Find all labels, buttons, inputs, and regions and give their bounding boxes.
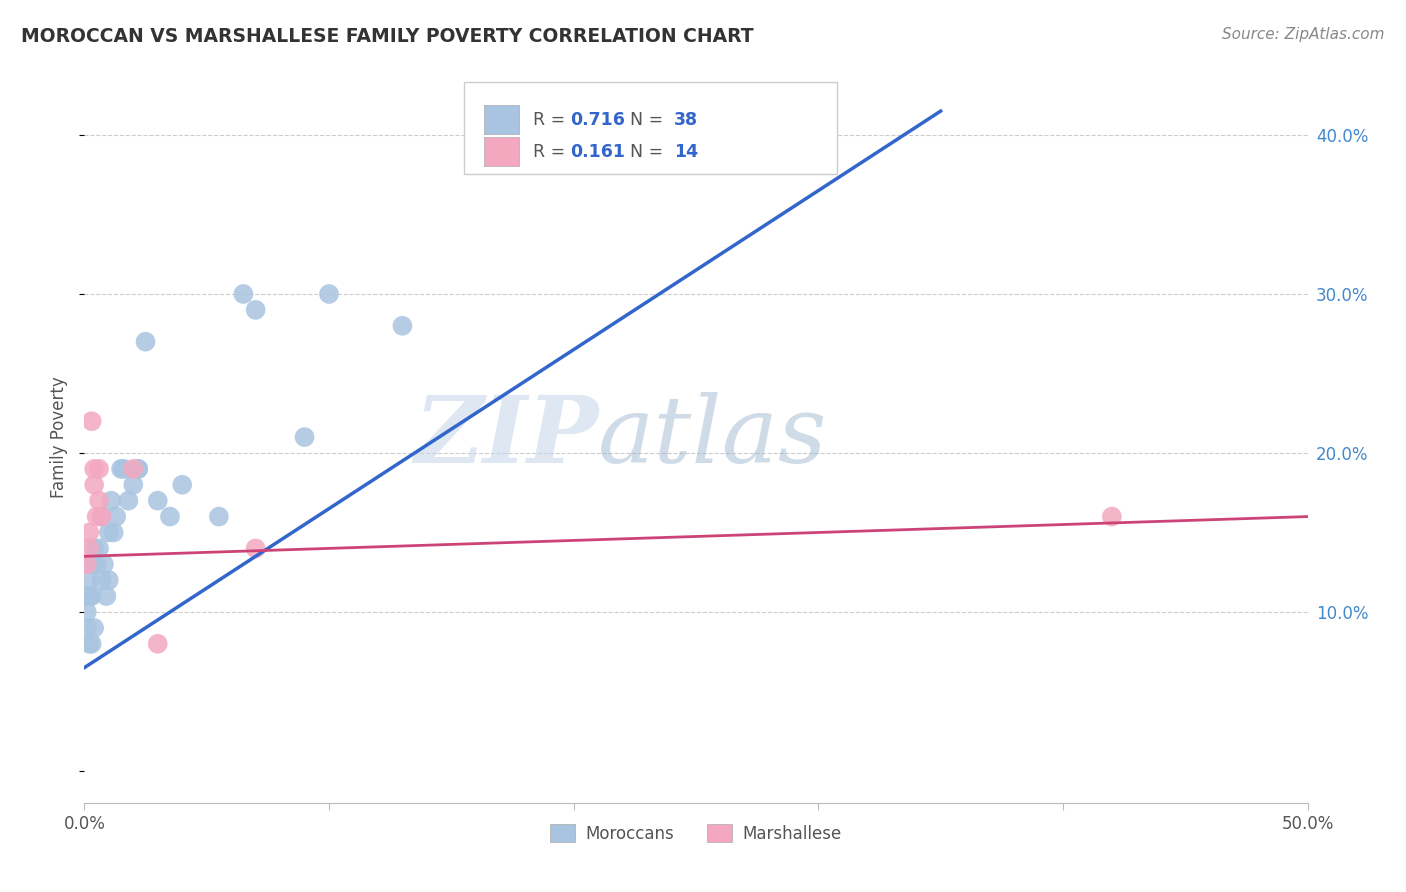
Point [80,589,103,603]
Text: ZIP: ZIP [413,392,598,482]
Text: atlas: atlas [598,392,828,482]
Point [77,637,100,651]
Point [87,493,110,508]
Point [83,477,105,491]
Point [83,621,105,635]
Point [77,525,100,540]
Point [127,462,149,476]
Point [146,493,169,508]
Point [77,573,100,587]
Text: 38: 38 [673,111,697,128]
Point [112,462,135,476]
Point [93,558,115,572]
FancyBboxPatch shape [464,82,837,174]
Point [105,509,128,524]
Text: N =: N = [619,143,669,161]
Point [83,541,105,556]
FancyBboxPatch shape [484,137,519,166]
Point [97,573,120,587]
Text: R =: R = [533,111,571,128]
Text: N =: N = [619,111,669,128]
Point [80,637,103,651]
Point [122,462,145,476]
Point [1101,509,1123,524]
Point [117,493,139,508]
Point [127,462,149,476]
Point [76,621,98,635]
Point [318,287,340,301]
Point [97,525,120,540]
Point [76,605,98,619]
Y-axis label: Family Poverty: Family Poverty [51,376,69,498]
Point [77,589,100,603]
Point [103,525,125,540]
Point [77,541,100,556]
Legend: Moroccans, Marshallese: Moroccans, Marshallese [544,818,848,849]
Point [208,509,231,524]
Point [87,462,110,476]
Text: R =: R = [533,143,571,161]
Point [172,477,194,491]
FancyBboxPatch shape [484,105,519,135]
Point [76,589,98,603]
Text: 0.716: 0.716 [569,111,624,128]
Point [232,287,254,301]
Text: 14: 14 [673,143,697,161]
Point [159,509,181,524]
Text: Source: ZipAtlas.com: Source: ZipAtlas.com [1222,27,1385,42]
Point [80,414,103,428]
Point [96,589,118,603]
Point [90,509,112,524]
Point [90,509,112,524]
Text: 0.161: 0.161 [569,143,626,161]
Point [245,302,267,317]
Point [391,318,413,333]
Point [294,430,316,444]
Point [83,462,105,476]
Point [100,493,122,508]
Point [90,573,112,587]
Point [86,509,108,524]
Point [110,462,132,476]
Text: MOROCCAN VS MARSHALLESE FAMILY POVERTY CORRELATION CHART: MOROCCAN VS MARSHALLESE FAMILY POVERTY C… [21,27,754,45]
Point [87,541,110,556]
Point [122,477,145,491]
Point [80,558,103,572]
Point [146,637,169,651]
Point [86,558,108,572]
Point [245,541,267,556]
Point [76,558,98,572]
Point [135,334,157,349]
